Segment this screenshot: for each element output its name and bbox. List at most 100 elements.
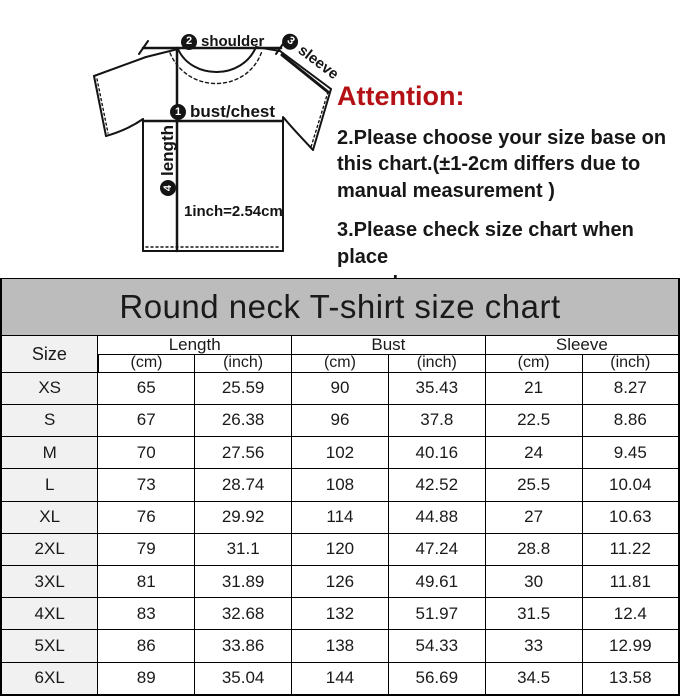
table-title-row: Round neck T-shirt size chart <box>0 277 680 337</box>
length-inch-value: 33.86 <box>194 629 293 663</box>
length-marker-icon: 4 <box>160 180 176 196</box>
table-unit-header-row: (cm) (inch) (cm) (inch) (cm) (inch) <box>1 353 680 373</box>
size-row-l: L 73 28.74 108 42.52 25.5 10.04 <box>0 468 680 502</box>
measurement-diagram-section: 2 shoulder 3 sleeve 1 bust/chest 4 lengt… <box>0 0 680 295</box>
size-row-5xl: 5XL 86 33.86 138 54.33 33 12.99 <box>0 629 680 663</box>
size-label: L <box>0 468 99 502</box>
note-line: manual measurement ) <box>337 179 555 202</box>
size-column-header: Size <box>0 335 99 373</box>
size-row-2xl: 2XL 79 31.1 120 47.24 28.8 11.22 <box>0 532 680 566</box>
sleeve-cm-value: 27 <box>484 500 583 534</box>
bust-inch-value: 51.97 <box>387 597 486 631</box>
bust-cm-header: (cm) <box>291 353 389 373</box>
size-label: S <box>0 403 99 438</box>
sleeve-inch-value: 10.04 <box>581 468 680 502</box>
bust-measure-label: 1 bust/chest <box>170 102 275 122</box>
bust-inch-value: 40.16 <box>387 436 486 470</box>
bust-cm-value: 108 <box>291 468 389 502</box>
sleeve-cm-header: (cm) <box>484 353 583 373</box>
length-label-text: length <box>158 125 177 176</box>
length-inch-value: 35.04 <box>194 661 293 696</box>
size-label: XL <box>0 500 99 534</box>
length-cm-value: 70 <box>97 436 196 470</box>
bust-cm-value: 120 <box>291 532 389 566</box>
sleeve-cm-value: 28.8 <box>484 532 583 566</box>
size-label: 4XL <box>0 597 99 631</box>
sleeve-inch-value: 12.4 <box>581 597 680 631</box>
bust-cm-value: 144 <box>291 661 389 696</box>
sleeve-inch-value: 10.63 <box>581 500 680 534</box>
sleeve-cm-value: 34.5 <box>484 661 583 696</box>
sleeve-group-header: Sleeve <box>484 335 680 355</box>
sleeve-inch-value: 8.86 <box>581 403 680 438</box>
sleeve-cm-value: 21 <box>484 371 583 405</box>
bust-group-header: Bust <box>291 335 486 355</box>
length-cm-value: 67 <box>97 403 196 438</box>
length-inch-value: 31.89 <box>194 564 293 599</box>
bust-marker-icon: 1 <box>170 104 186 120</box>
bust-cm-value: 132 <box>291 597 389 631</box>
bust-inch-header: (inch) <box>387 353 486 373</box>
bust-inch-value: 49.61 <box>387 564 486 599</box>
length-inch-header: (inch) <box>194 353 293 373</box>
size-chart-table: Round neck T-shirt size chart Size Lengt… <box>0 277 680 696</box>
length-cm-value: 83 <box>97 597 196 631</box>
sleeve-inch-value: 12.99 <box>581 629 680 663</box>
sleeve-inch-header: (inch) <box>581 353 680 373</box>
length-inch-value: 25.59 <box>194 371 293 405</box>
sleeve-inch-value: 13.58 <box>581 661 680 696</box>
size-label: 6XL <box>0 661 99 696</box>
length-cm-value: 81 <box>97 564 196 599</box>
sleeve-cm-value: 31.5 <box>484 597 583 631</box>
bust-cm-value: 96 <box>291 403 389 438</box>
note-line: this chart.(±1-2cm differs due to <box>337 153 641 176</box>
size-label: 5XL <box>0 629 99 663</box>
sleeve-inch-value: 11.81 <box>581 564 680 599</box>
tshirt-line-drawing <box>93 40 332 253</box>
bust-cm-value: 138 <box>291 629 389 663</box>
bust-inch-value: 54.33 <box>387 629 486 663</box>
table-group-header-row: Size Length Bust Sleeve <box>0 335 680 373</box>
bust-inch-value: 42.52 <box>387 468 486 502</box>
length-cm-value: 79 <box>97 532 196 566</box>
table-title: Round neck T-shirt size chart <box>0 277 680 337</box>
size-label: XS <box>0 371 99 405</box>
bust-cm-value: 102 <box>291 436 389 470</box>
sleeve-inch-value: 8.27 <box>581 371 680 405</box>
length-inch-value: 31.1 <box>194 532 293 566</box>
length-cm-value: 65 <box>97 371 196 405</box>
shoulder-marker-icon: 2 <box>181 33 197 50</box>
size-label: 3XL <box>0 564 99 599</box>
size-row-6xl: 6XL 89 35.04 144 56.69 34.5 13.58 <box>0 661 680 696</box>
shoulder-measure-label: 2 shoulder <box>181 33 264 50</box>
bust-cm-value: 114 <box>291 500 389 534</box>
length-cm-header: (cm) <box>96 353 196 373</box>
size-row-s: S 67 26.38 96 37.8 22.5 8.86 <box>0 403 680 438</box>
inch-conversion-note: 1inch=2.54cm <box>184 203 283 220</box>
bust-inch-value: 47.24 <box>387 532 486 566</box>
bust-inch-value: 35.43 <box>387 371 486 405</box>
length-measure-label: 4 length <box>158 125 178 196</box>
bust-label-text: bust/chest <box>190 102 276 121</box>
length-group-header: Length <box>97 335 293 355</box>
length-inch-value: 26.38 <box>194 403 293 438</box>
size-row-m: M 70 27.56 102 40.16 24 9.45 <box>0 436 680 470</box>
sleeve-cm-value: 25.5 <box>484 468 583 502</box>
size-label: 2XL <box>0 532 99 566</box>
attention-block: Attention: 2.Please choose your size bas… <box>337 81 677 297</box>
size-label: M <box>0 436 99 470</box>
attention-note-2: 2.Please choose your size base on this c… <box>337 125 677 205</box>
note-line: 2.Please choose your size base on <box>337 126 667 149</box>
note-line: 3.Please check size chart when place <box>337 219 634 269</box>
sleeve-inch-value: 11.22 <box>581 532 680 566</box>
size-row-xl: XL 76 29.92 114 44.88 27 10.63 <box>0 500 680 534</box>
sleeve-cm-value: 33 <box>484 629 583 663</box>
bust-cm-value: 90 <box>291 371 389 405</box>
length-inch-value: 29.92 <box>194 500 293 534</box>
length-cm-value: 89 <box>97 661 196 696</box>
sleeve-cm-value: 30 <box>484 564 583 599</box>
length-cm-value: 76 <box>97 500 196 534</box>
length-inch-value: 32.68 <box>194 597 293 631</box>
length-inch-value: 28.74 <box>194 468 293 502</box>
